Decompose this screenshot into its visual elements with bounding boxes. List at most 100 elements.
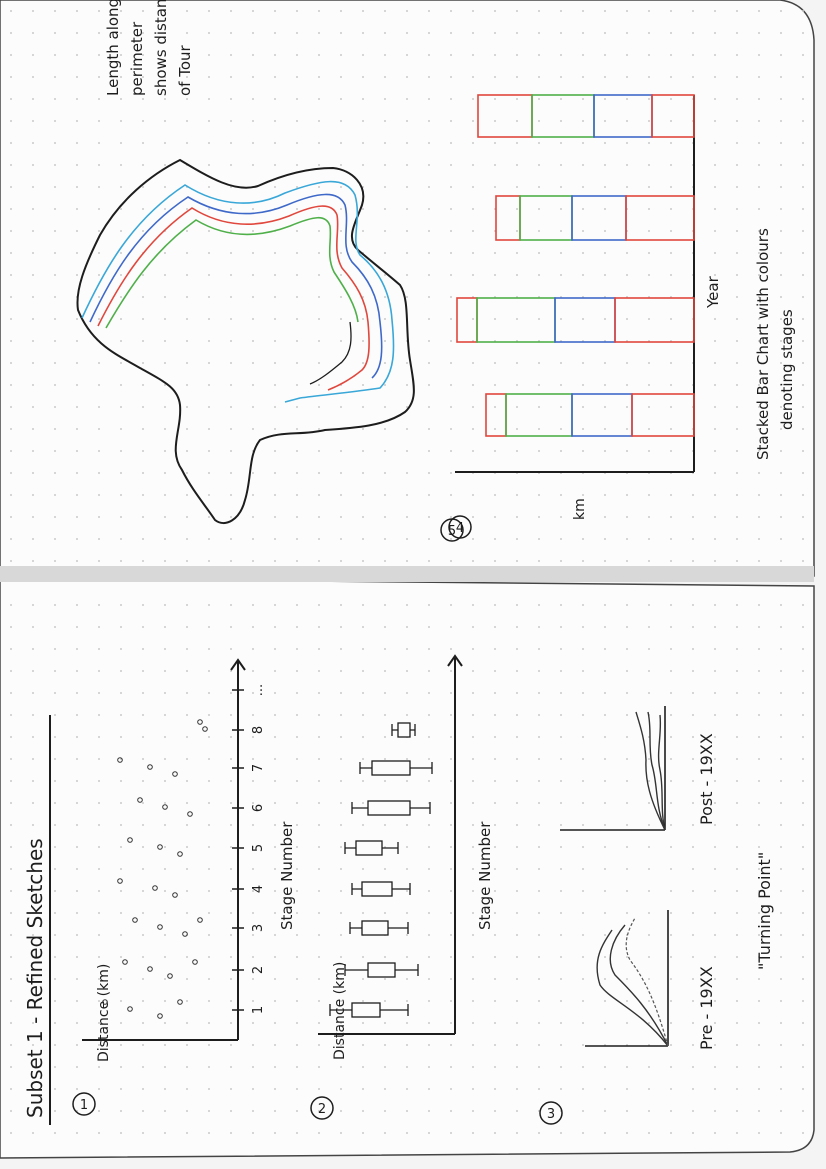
map-outline [76, 158, 415, 525]
route-blue [89, 193, 383, 379]
stage-dot [127, 1006, 133, 1012]
stack-bar-4 [485, 393, 695, 437]
sketch-4-number: 4 [456, 521, 464, 536]
box-iqr [367, 962, 396, 978]
stage-dot [132, 917, 138, 923]
box-iqr [371, 760, 411, 776]
sketch-3-right-label: Post - 19XX [697, 733, 716, 825]
stage-dot [127, 837, 133, 843]
sketch-3a-line-2 [609, 924, 669, 1047]
sketch-4-note-line-4: of Tour [176, 44, 194, 96]
stack-bar-3 [456, 297, 695, 343]
stage-dot [192, 959, 198, 965]
sketch-4-map: 4 Length along perimeter shows distance … [76, 0, 472, 539]
box-iqr [351, 1002, 381, 1018]
stage-tick-label: 8 [251, 726, 266, 734]
stage-dot [182, 931, 188, 937]
spine-shadow [0, 566, 814, 582]
stage-dot [157, 924, 163, 930]
stage-tick-label: 6 [251, 804, 266, 812]
sketch-1-dots [102, 719, 208, 1019]
stage-tick-label: 7 [251, 764, 266, 772]
route-green [105, 216, 359, 329]
sketch-1-number: 1 [80, 1098, 88, 1113]
stage-dot [172, 892, 178, 898]
dot-grid-bottom [6, 590, 806, 1145]
box-iqr [361, 881, 393, 897]
sketch-2-xlabel: Stage Number [476, 821, 494, 930]
segment-red-2 [651, 94, 695, 138]
stack-bar-1 [477, 94, 695, 138]
page-title: Subset 1 - Refined Sketches [23, 838, 47, 1118]
segment-red-2 [614, 297, 695, 343]
sketch-3a-line-1 [596, 929, 669, 1047]
route-red [97, 205, 370, 391]
box-iqr [397, 722, 411, 738]
box-iqr [355, 840, 383, 856]
stage-tick-label: 1 [251, 1006, 266, 1014]
sketch-1-number-circle [72, 1092, 96, 1116]
sketch-5-number: 5 [448, 524, 456, 539]
sketch-2-box-plot: 2 Distance (km) Stage Number [310, 654, 494, 1120]
stage-dot [187, 811, 193, 817]
route-dark [309, 321, 352, 385]
chart-5-ylabel: km [572, 498, 588, 520]
page-title-group: Subset 1 - Refined Sketches [23, 715, 51, 1125]
sketch-3b-line-3 [657, 714, 666, 831]
stage-dot [197, 917, 203, 923]
sketch-1-ticks: 1 2 3 4 5 6 7 8... [232, 684, 266, 1014]
sketch-1-arrow [230, 658, 246, 671]
stage-dot [202, 726, 208, 732]
sketch-2-number-circle [310, 1096, 334, 1120]
sketch-2-number: 2 [318, 1102, 326, 1117]
segment-red-2 [631, 393, 695, 437]
sketch-3b-line-2 [647, 711, 666, 831]
stage-dot [177, 851, 183, 857]
sketch-3-number-circle [539, 1101, 563, 1125]
chart-5-caption-line-2: denoting stages [778, 309, 796, 430]
stage-tick-label: 2 [251, 966, 266, 974]
sketch-3-number: 3 [547, 1107, 555, 1122]
stage-dot [197, 719, 203, 725]
box-iqr [361, 920, 389, 936]
sketch-2-boxes [329, 722, 433, 1018]
sketch-1-xlabel: Stage Number [278, 821, 296, 930]
stage-dot [122, 959, 128, 965]
box-iqr [367, 800, 411, 816]
stage-dot [137, 797, 143, 803]
stage-tick-label: ... [251, 684, 266, 696]
sketch-2-ylabel: Distance (km) [332, 962, 348, 1060]
stage-dot [157, 844, 163, 850]
chart-5-xlabel: Year [704, 275, 722, 309]
stage-tick-label: 3 [251, 924, 266, 932]
stage-dot [157, 1013, 163, 1019]
route-cyan [81, 180, 395, 403]
sketch-3-left-label: Pre - 19XX [697, 966, 716, 1050]
stage-dot [167, 973, 173, 979]
stage-dot [147, 764, 153, 770]
sketch-1-dot-plot: 1 Distance (km) Stage Number 1 2 3 4 5 6 7 8... [72, 658, 296, 1116]
stage-dot [172, 771, 178, 777]
stage-tick-label: 4 [251, 885, 266, 893]
stage-dot [177, 999, 183, 1005]
sketch-4-note-line-3: shows distance [152, 0, 170, 96]
sketch-3-line-sketches: 3 Pre - 19XX Post - 19XX "Turning Point" [539, 706, 774, 1125]
sketch-3b-line-1 [635, 711, 666, 831]
stage-dot [102, 999, 108, 1005]
stage-tick-label: 5 [251, 844, 266, 852]
sketch-3-caption: "Turning Point" [755, 852, 774, 970]
stage-dot [147, 966, 153, 972]
stack-bar-2 [495, 195, 695, 241]
segment-red-2 [625, 195, 695, 241]
stage-dot [162, 804, 168, 810]
chart-5-caption-line-1: Stacked Bar Chart with colours [754, 228, 772, 460]
stage-dot [152, 885, 158, 891]
sketch-4-note-line-1: Length along [104, 0, 122, 96]
sketch-2-arrow [447, 654, 463, 667]
sketch-4-note-line-2: perimeter [128, 21, 146, 96]
sketch-1-ylabel: Distance (km) [96, 964, 112, 1062]
sketch-5-number-circle [440, 518, 464, 542]
stage-dot [117, 878, 123, 884]
stage-dot [117, 757, 123, 763]
